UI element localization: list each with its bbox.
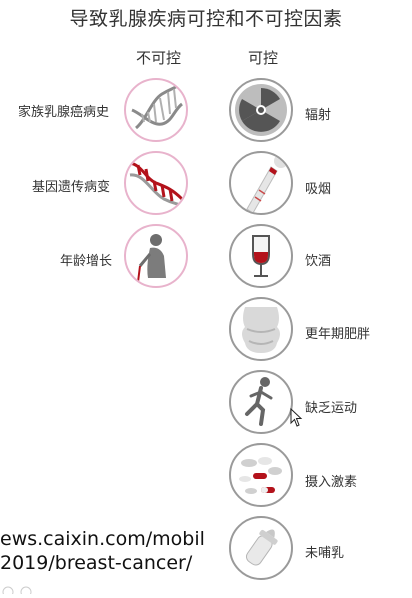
mouse-cursor-icon xyxy=(290,407,304,432)
runner-icon xyxy=(229,370,293,434)
label-menopausal-obesity: 更年期肥胖 xyxy=(305,327,371,342)
baby-bottle-icon xyxy=(229,516,293,580)
obese-torso-icon xyxy=(229,297,293,361)
column-header-controllable: 可控 xyxy=(248,49,279,67)
label-radiation: 辐射 xyxy=(305,108,332,123)
cigarette-icon xyxy=(229,151,293,215)
mutated-dna-icon xyxy=(124,151,188,215)
label-family-history: 家族乳腺癌病史 xyxy=(18,105,110,120)
label-drinking: 饮酒 xyxy=(305,254,332,269)
label-genetic-mutation: 基因遗传病变 xyxy=(32,180,111,195)
label-not-breastfeeding: 未哺乳 xyxy=(305,546,345,561)
elderly-person-icon xyxy=(124,224,188,288)
url-overlay-line2: 2019/breast-cancer/ xyxy=(0,552,193,574)
column-header-uncontrollable: 不可控 xyxy=(136,49,182,67)
dna-helix-icon xyxy=(124,78,188,142)
label-hormone-intake: 摄入激素 xyxy=(305,475,358,490)
label-aging: 年龄增长 xyxy=(60,254,113,269)
wine-glass-icon xyxy=(229,224,293,288)
radiation-icon xyxy=(229,78,293,142)
page-title: 导致乳腺疾病可控和不可控因素 xyxy=(69,8,343,30)
url-overlay-line1: ews.caixin.com/mobil xyxy=(0,528,205,550)
label-smoking: 吸烟 xyxy=(305,182,332,197)
pills-icon xyxy=(229,443,293,507)
label-lack-of-exercise: 缺乏运动 xyxy=(305,401,358,416)
